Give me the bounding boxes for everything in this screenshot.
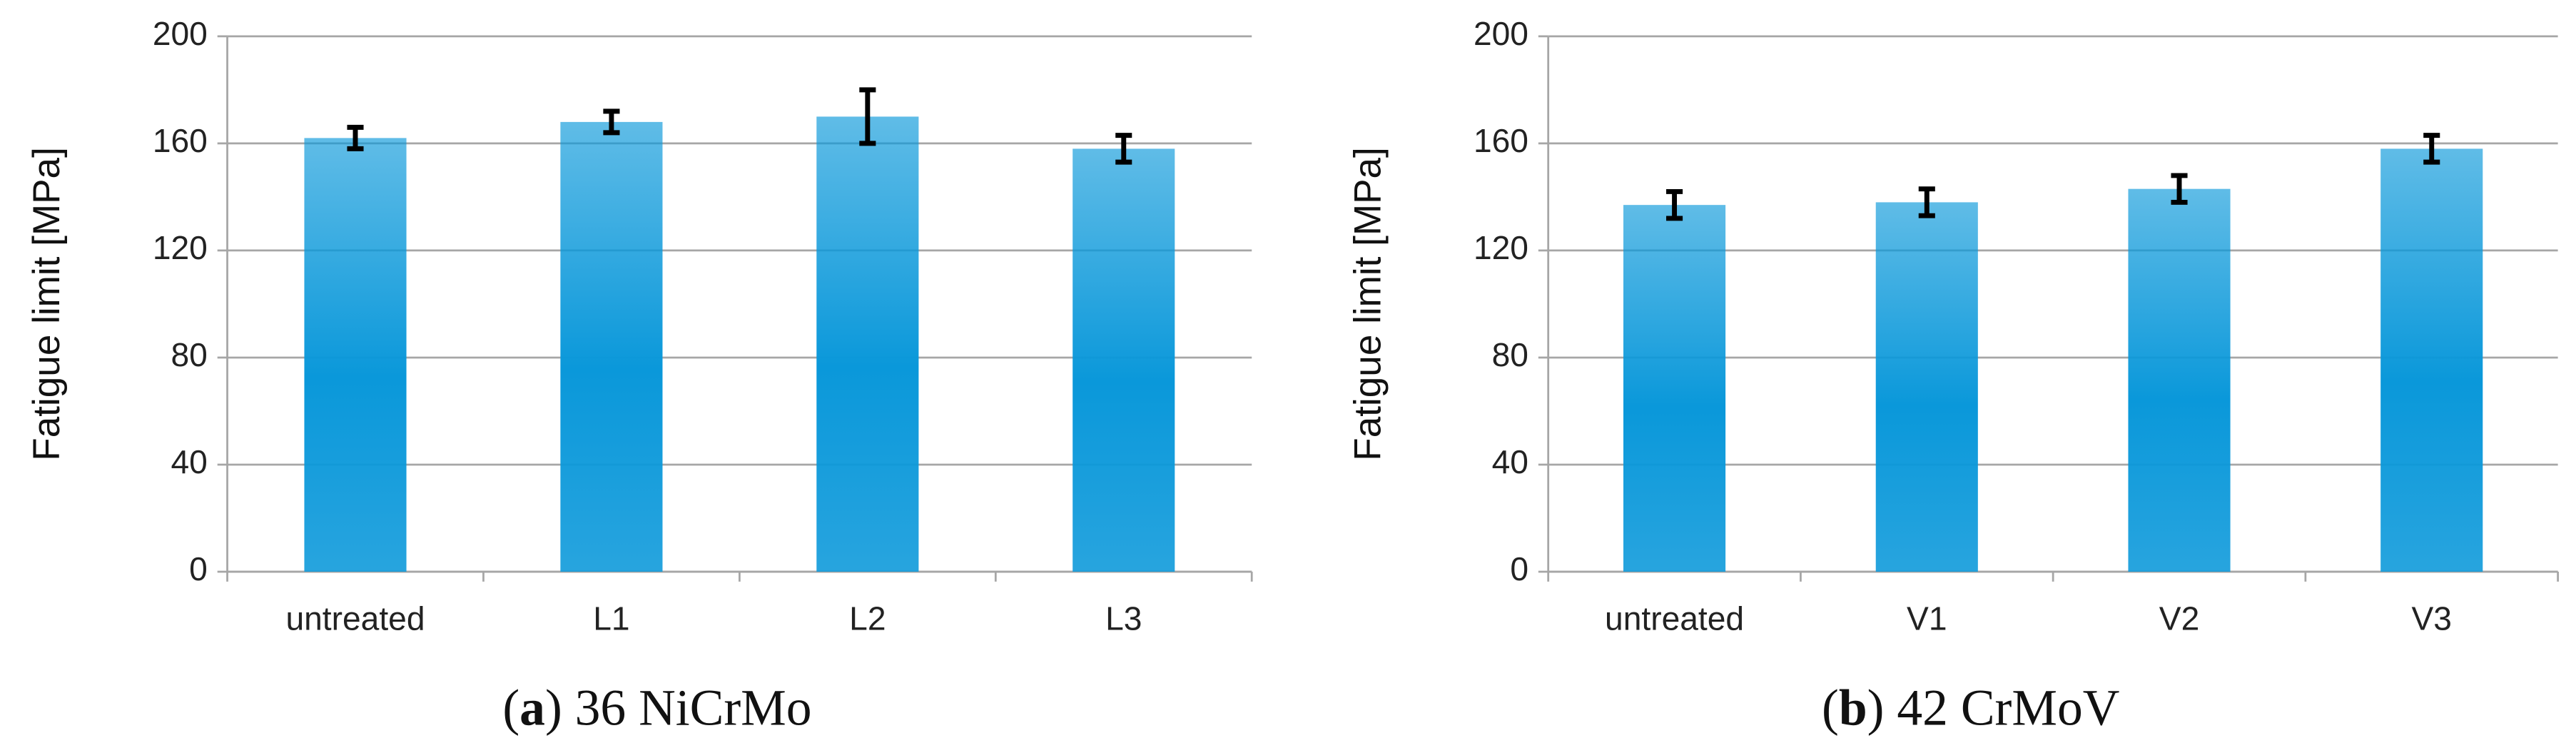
y-tick-label: 200 [1474,15,1528,52]
caption-part: ) 36 NiCrMo [545,680,812,737]
bar [816,116,919,572]
error-bar [2171,173,2188,205]
bar [2128,188,2231,572]
caption-part: b [1839,680,1867,737]
y-tick-label: 80 [1492,336,1528,373]
error-bar [2423,133,2440,165]
caption-part: ( [502,680,519,737]
caption-part: a [519,680,545,737]
y-axis-label: Fatigue limit [MPa] [26,147,68,461]
caption-part: ( [1822,680,1839,737]
bar [2380,148,2483,572]
bar [304,138,407,572]
x-tick-label: untreated [285,600,425,637]
y-tick-label: 40 [1492,443,1528,480]
y-tick-label: 120 [153,229,208,266]
bar [1623,205,1726,572]
bar [1073,148,1175,572]
y-tick-label: 120 [1474,229,1528,266]
x-tick-label: V3 [2412,600,2452,637]
error-bar [1918,186,1935,218]
caption: (a) 36 NiCrMo [502,680,811,737]
bar [1875,202,1978,572]
x-tick-label: V2 [2159,600,2199,637]
x-tick-label: L1 [593,600,629,637]
y-tick-label: 80 [171,336,207,373]
bar [560,121,663,572]
error-bar [1115,133,1132,165]
y-tick-label: 0 [1510,550,1528,587]
error-bar [347,124,364,151]
caption-part: ) 42 CrMoV [1867,680,2120,737]
caption: (b) 42 CrMoV [1822,680,2119,737]
y-axis-label: Fatigue limit [MPa] [1347,147,1389,461]
error-bar [603,108,620,136]
y-tick-label: 160 [153,122,208,159]
y-tick-label: 200 [153,15,208,52]
y-tick-label: 0 [189,550,208,587]
x-tick-label: L3 [1105,600,1142,637]
x-tick-label: untreated [1605,600,1744,637]
error-bar [1666,188,1683,221]
error-bar [859,87,876,146]
x-tick-label: V1 [1907,600,1947,637]
x-tick-label: L2 [849,600,886,637]
y-tick-label: 160 [1474,122,1528,159]
y-tick-label: 40 [171,443,207,480]
